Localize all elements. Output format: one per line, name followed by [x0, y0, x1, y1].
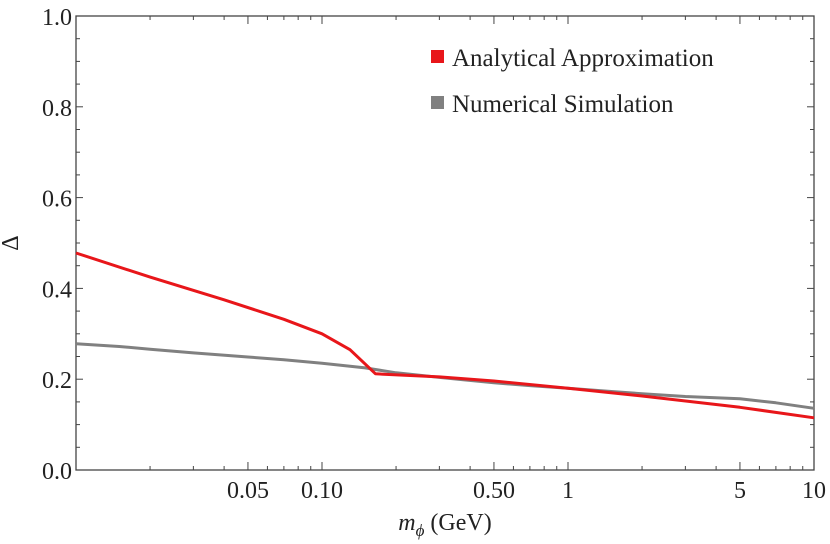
y-tick-label: 0.2	[42, 368, 72, 394]
legend-swatch-numerical	[431, 96, 444, 109]
series	[75, 251, 815, 420]
legend-label-analytical: Analytical Approximation	[452, 45, 714, 72]
y-axis-label: Δ	[0, 235, 24, 250]
x-tick-label: 5	[734, 478, 746, 504]
x-axis-label: mϕ (GeV)	[398, 510, 491, 540]
x-tick-label: 0.05	[227, 478, 269, 504]
series-line-analytical	[75, 251, 815, 420]
y-tick-label: 0.8	[42, 96, 72, 122]
y-tick-label: 1.0	[42, 5, 72, 31]
x-axis-label-subscript: ϕ	[416, 521, 425, 540]
legend: Analytical Approximation Numerical Simul…	[431, 45, 714, 118]
x-tick-label: 10	[802, 478, 826, 504]
x-axis-label-unit: (GeV)	[424, 510, 491, 536]
legend-label-numerical: Numerical Simulation	[452, 91, 674, 118]
x-tick-label: 0.10	[301, 478, 343, 504]
x-axis-label-main: m	[398, 510, 415, 536]
x-tick-label: 1	[562, 478, 574, 504]
y-tick-label: 0.6	[42, 187, 72, 213]
x-tick-label: 0.50	[473, 478, 515, 504]
y-tick-label: 0.0	[42, 459, 72, 485]
y-tick-label: 0.4	[42, 277, 72, 303]
ticks: 0.0 0.2 0.4 0.6 0.8 1.0 0.05 0.10 0.50 1 5 10	[42, 5, 826, 504]
legend-swatch-analytical	[431, 50, 444, 63]
